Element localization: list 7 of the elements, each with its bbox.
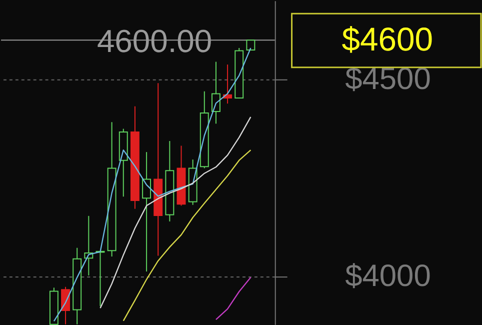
text: $4600 xyxy=(342,20,434,58)
line-series xyxy=(100,116,252,309)
y-tick-label: $4000 xyxy=(345,258,431,294)
candlestick xyxy=(211,61,220,124)
line-series xyxy=(215,276,252,320)
line-series xyxy=(122,149,252,322)
y-tick-label: $4500 xyxy=(345,60,431,96)
